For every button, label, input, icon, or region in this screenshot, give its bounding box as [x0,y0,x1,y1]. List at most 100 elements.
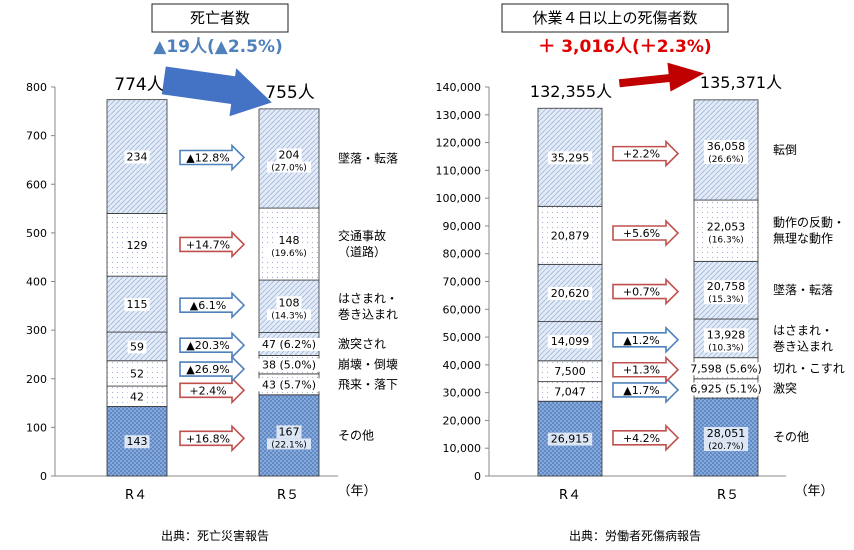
x-tick-r4: R４ [559,488,581,503]
y-tick-label: 80,000 [443,248,482,261]
segment-label-bg [551,365,589,379]
y-tick-label: 110,000 [436,164,482,177]
y-tick-label: 40,000 [443,359,482,372]
y-tick-label: 30,000 [443,387,482,400]
fatalities-change-summary: ▲19人(▲2.5%) [153,37,283,57]
segment-value-label: 42 [130,390,144,403]
decrease-arrow [612,325,680,354]
segment-value-label: 20,620 [551,287,590,300]
segment-value-label: 26,915 [551,433,590,446]
increase-arrow [179,230,246,259]
segment-share-label: (16.3%) [708,236,744,246]
segment-value-label: 52 [130,367,144,380]
y-tick-label: 200 [26,373,47,386]
segment-share-bg [267,309,311,321]
segment-label-bg [547,432,593,446]
segment-label-bg [257,337,321,351]
fatalities-title-box [151,3,289,33]
segment-value-label: 20,758 [707,280,746,293]
segment-share-bg [704,440,748,452]
segment-value-label: 22,053 [707,221,746,234]
segment-value-label: 35,295 [551,151,590,164]
x-tick-r4: R４ [125,488,147,503]
change-rate-label: +0.7% [623,286,660,299]
category-label: 激突され [338,336,386,351]
increase-arrow [179,424,246,453]
category-label: 動作の反動・ [773,216,845,230]
y-tick-label: 0 [40,470,47,483]
category-label: その他 [338,428,374,442]
segment-value-label: 7,047 [554,385,586,398]
segment-value-label: 7,500 [554,365,586,378]
segment-label-bg [276,425,302,439]
change-rate-label: +4.2% [623,432,660,445]
segment-label-bg [257,378,321,392]
segment-share-label: (10.3%) [708,343,744,353]
category-label: その他 [773,430,809,444]
segment-value-label: 204 [279,148,300,161]
segment-label-bg [276,148,302,162]
change-rate-label: +2.4% [189,384,226,397]
segment-share-label: (15.3%) [708,295,744,305]
fatalities-title: 死亡者数 [190,9,250,27]
x-axis-unit: （年） [794,484,833,499]
segment-share-bg [704,293,748,305]
category-labels: その他 飛来・落下 崩壊・倒壊 激突され はさまれ・巻き込まれ 交通事故（道路） 墜落・転落 [338,150,398,442]
total-label-r4: 132,355人 [530,82,612,101]
segment-share-label: (22.1%) [271,440,307,450]
y-tick-label: 100 [26,421,47,434]
decrease-arrow [179,331,246,360]
segment-label-bg [124,150,150,164]
increase-arrow [612,423,680,452]
source-note: 出典：労働者死傷病報告 [569,528,701,543]
injuries-chart: 休業４日以上の死傷者数 ＋ 3,016人(＋2.3%) 0 10,000 20,00… [436,3,845,543]
change-rate-label: ▲6.1% [190,299,226,312]
y-tick-label: 600 [26,178,47,191]
change-rate-label: +16.8% [186,432,230,445]
segment-label-bg [703,280,749,294]
y-axis-ticks: 0 10,000 20,000 30,000 40,000 50,000 60,000 70,… [436,81,489,483]
y-tick-label: 120,000 [436,137,482,150]
increase-arrow [179,376,246,405]
category-label: はさまれ・ [773,323,833,337]
segment-value-label: 14,099 [551,335,590,348]
segment-label-bg [547,286,593,300]
decrease-arrow [179,291,246,320]
segment-value-label: 47 (6.2%) [262,338,316,351]
category-label: 巻き込まれ [773,339,833,353]
segment-share-label: (20.7%) [708,442,744,452]
change-rate-label: ▲1.2% [623,334,659,347]
y-tick-label: 70,000 [443,276,482,289]
category-label: 墜落・転落 [338,150,398,165]
y-tick-label: 90,000 [443,220,482,233]
change-rate-label: ▲12.8% [186,152,229,165]
total-label-r5: 135,371人 [700,73,782,92]
total-trend-arrow [159,64,276,120]
y-tick-label: 130,000 [436,109,482,122]
change-arrows: +4.2% ▲1.7% +1.3% ▲1.2% +0.7% +5.6% +2.2% [612,139,680,452]
segment-share-label: (14.3%) [271,311,307,321]
decrease-arrow [179,143,246,172]
segment-label-bg [703,220,749,234]
segment-value-label: 7,598 (5.6%) [690,362,762,375]
y-tick-label: 20,000 [443,414,482,427]
segment-value-label: 148 [279,234,300,247]
segment-label-bg [127,390,147,404]
y-tick-label: 0 [474,470,481,483]
segment-labels: 26,915 28,051 (20.7%) 7,047 6,925 (5.1%) 7,50… [547,139,768,452]
category-label: 無理な動作 [773,231,833,246]
segment-value-label: 28,051 [707,427,746,440]
segment-value-label: 167 [279,425,300,438]
y-axis-ticks: 0 100 200 300 400 500 600 700 800 [26,81,55,483]
segment-label-bg [703,427,749,441]
category-label: （道路） [338,244,386,259]
segment-labels: 143 167 (22.1%) 42 43 (5.7%) 52 38 (5.0%) 59 47 … [124,148,321,450]
segment-label-bg [276,234,302,248]
x-tick-r5: R５ [277,488,299,503]
y-tick-label: 10,000 [443,442,482,455]
category-label: 転倒 [773,143,797,157]
segment-label-bg [127,340,147,354]
y-tick-label: 800 [26,81,47,94]
